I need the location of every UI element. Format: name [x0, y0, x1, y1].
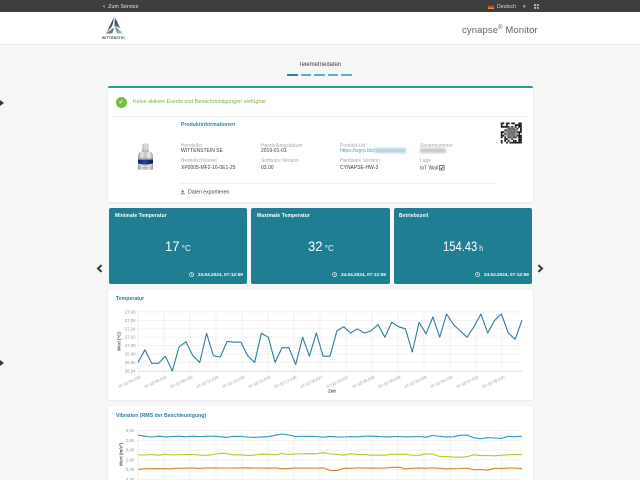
svg-text:0,50: 0,50: [126, 437, 135, 442]
svg-text:27,08: 27,08: [125, 309, 136, 314]
svg-text:0,30: 0,30: [126, 476, 135, 480]
svg-text:07:15:34.030: 07:15:34.030: [430, 374, 454, 389]
svg-text:27,02: 27,02: [125, 335, 136, 340]
svg-text:07:15:20.527: 07:15:20.527: [300, 374, 324, 389]
svg-text:Zeit: Zeit: [328, 389, 336, 394]
svg-text:27,04: 27,04: [125, 326, 136, 331]
svg-text:07:15:39.530: 07:15:39.530: [482, 374, 506, 389]
svg-text:0,55: 0,55: [126, 428, 135, 433]
svg-text:26,98: 26,98: [125, 352, 136, 357]
svg-text:WITTENSTEIN: WITTENSTEIN: [102, 36, 125, 40]
svg-text:26,94: 26,94: [125, 368, 136, 373]
svg-text:07:15:23.527: 07:15:23.527: [326, 374, 350, 389]
svg-text:07:15:32.028: 07:15:32.028: [404, 374, 428, 389]
svg-text:Wert (m/s²): Wert (m/s²): [118, 442, 123, 465]
svg-text:0,35: 0,35: [126, 467, 135, 472]
svg-text:07:15:04.025: 07:15:04.025: [118, 374, 142, 389]
svg-text:07:15:28.028: 07:15:28.028: [378, 374, 402, 389]
svg-text:27,06: 27,06: [125, 318, 136, 323]
svg-text:07:15:12.026: 07:15:12.026: [222, 374, 246, 389]
svg-text:07:15:26.028: 07:15:26.028: [352, 374, 376, 389]
svg-text:07:15:08.026: 07:15:08.026: [170, 374, 194, 389]
svg-text:07:15:06.026: 07:15:06.026: [144, 374, 168, 389]
svg-text:0,45: 0,45: [126, 447, 135, 452]
svg-text:07:15:17.138: 07:15:17.138: [274, 374, 298, 389]
svg-text:27,00: 27,00: [125, 343, 136, 348]
svg-text:07:15:37.031: 07:15:37.031: [456, 374, 480, 389]
svg-text:07:15:14.043: 07:15:14.043: [248, 374, 272, 389]
svg-text:07:15:10.026: 07:15:10.026: [196, 374, 220, 389]
svg-text:0,40: 0,40: [126, 457, 135, 462]
svg-text:26,96: 26,96: [125, 360, 136, 365]
svg-text:Wert (°C): Wert (°C): [117, 332, 122, 351]
